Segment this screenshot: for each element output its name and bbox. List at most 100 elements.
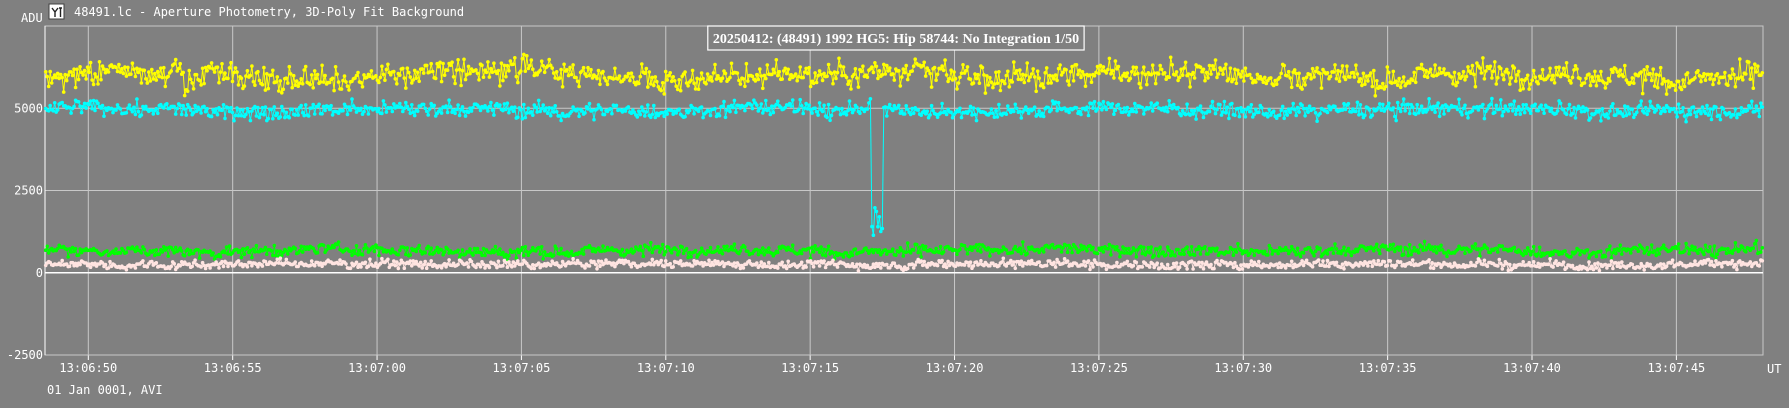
data-point: [54, 75, 58, 80]
data-point: [1035, 69, 1040, 73]
data-point: [1303, 83, 1307, 87]
data-point: [1283, 266, 1288, 270]
data-point: [1727, 111, 1732, 115]
data-point: [1373, 245, 1378, 250]
data-point: [1475, 260, 1479, 265]
data-point: [995, 115, 1000, 119]
data-point: [151, 77, 156, 81]
data-point: [1496, 264, 1500, 268]
data-point: [1150, 262, 1155, 266]
data-point: [260, 264, 265, 268]
data-point: [45, 74, 49, 79]
data-point: [114, 247, 118, 251]
data-point: [1170, 63, 1174, 67]
data-point: [1082, 259, 1086, 264]
data-point: [886, 69, 891, 73]
data-point: [1748, 106, 1753, 110]
data-point: [1640, 91, 1645, 96]
data-point: [474, 265, 478, 270]
data-point: [1479, 71, 1484, 75]
data-point: [471, 253, 475, 257]
data-point: [238, 108, 242, 112]
data-point: [1000, 260, 1004, 264]
data-point: [662, 114, 666, 119]
data-point: [675, 87, 680, 92]
data-point: [835, 265, 840, 269]
data-point: [1218, 263, 1222, 267]
data-point: [362, 246, 366, 251]
data-point: [900, 248, 904, 253]
data-point: [250, 64, 254, 68]
data-point: [1216, 72, 1221, 76]
data-point: [408, 259, 413, 263]
data-point: [1531, 260, 1536, 264]
data-point: [1608, 109, 1612, 113]
data-point: [344, 262, 348, 266]
data-point: [318, 80, 323, 84]
data-point: [557, 76, 562, 80]
data-point: [1070, 64, 1074, 69]
data-point: [209, 114, 214, 119]
data-point: [64, 78, 69, 83]
data-point: [551, 110, 556, 114]
data-point: [196, 248, 200, 252]
data-point: [711, 263, 716, 267]
data-point: [569, 261, 574, 265]
data-point: [271, 253, 275, 258]
data-point: [671, 112, 675, 116]
data-point: [1376, 248, 1381, 252]
data-point: [1676, 102, 1681, 106]
app-icon[interactable]: [48, 3, 65, 20]
data-point: [365, 246, 369, 250]
data-point: [1406, 102, 1410, 107]
data-point: [208, 249, 212, 253]
data-point: [366, 112, 371, 116]
data-point: [608, 107, 613, 111]
data-point: [230, 79, 235, 84]
data-point: [1413, 80, 1418, 85]
data-point: [741, 77, 746, 81]
data-point: [1013, 266, 1018, 271]
data-point: [816, 247, 820, 251]
data-point: [849, 250, 853, 255]
data-point: [1500, 244, 1505, 248]
data-point: [968, 104, 973, 109]
data-point: [1705, 103, 1709, 108]
data-point: [798, 65, 802, 69]
data-point: [1530, 250, 1534, 254]
data-point: [526, 253, 531, 258]
data-point: [124, 250, 129, 255]
data-point: [1640, 264, 1645, 268]
data-point: [749, 103, 753, 107]
data-point: [1267, 243, 1272, 248]
chart-title-box: 20250412: (48491) 1992 HG5: Hip 58744: N…: [707, 25, 1085, 51]
data-point: [199, 111, 203, 115]
y-tick-label: 0: [36, 266, 43, 280]
data-point: [1139, 244, 1143, 249]
data-point: [587, 73, 592, 78]
data-point: [1224, 260, 1228, 265]
data-point: [1197, 245, 1201, 249]
data-point: [405, 66, 410, 70]
data-point: [510, 105, 514, 110]
data-point: [156, 111, 160, 116]
data-point: [1469, 71, 1473, 75]
data-point: [743, 84, 747, 89]
data-point: [653, 75, 658, 79]
data-point: [88, 60, 93, 65]
data-point: [55, 71, 60, 76]
data-point: [1267, 107, 1272, 112]
data-point: [336, 262, 341, 266]
data-point: [852, 108, 856, 112]
data-point: [229, 105, 233, 110]
data-point: [445, 110, 450, 115]
data-point: [1336, 68, 1340, 73]
data-point: [1191, 112, 1195, 116]
data-point: [1685, 246, 1690, 250]
data-point: [1236, 106, 1240, 111]
data-point: [1239, 75, 1243, 79]
data-point: [81, 104, 85, 109]
data-point: [1019, 259, 1024, 264]
data-point: [1642, 111, 1646, 115]
